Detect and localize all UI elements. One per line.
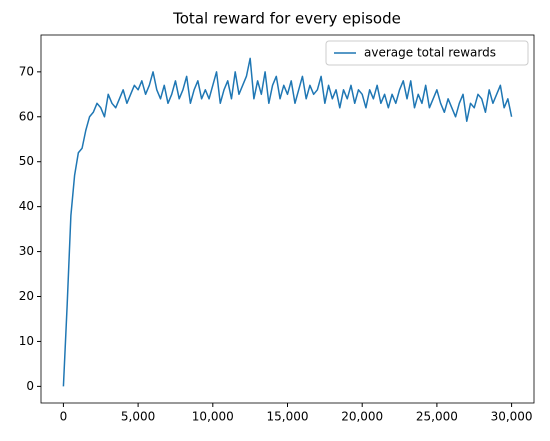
y-tick-label: 0 <box>26 379 34 393</box>
y-tick-label: 70 <box>19 64 34 78</box>
axes-frame <box>40 34 535 404</box>
y-tick-label: 30 <box>19 244 34 258</box>
legend-label: average total rewards <box>364 46 496 60</box>
chart-title: Total reward for every episode <box>172 10 401 28</box>
x-tick-label: 30,000 <box>491 410 533 424</box>
x-tick-label: 15,000 <box>267 410 309 424</box>
x-tick-label: 20,000 <box>341 410 383 424</box>
y-tick-label: 60 <box>19 109 34 123</box>
y-tick-label: 20 <box>19 289 34 303</box>
line <box>62 57 513 387</box>
y-tick-label: 10 <box>19 334 34 348</box>
y-tick-label: 40 <box>19 199 34 213</box>
x-tick-label: 5,000 <box>121 410 155 424</box>
x-tick-label: 25,000 <box>416 410 458 424</box>
legend-box <box>325 40 529 66</box>
y-tick-label: 50 <box>19 154 34 168</box>
x-tick-label: 10,000 <box>192 410 234 424</box>
x-tick-label: 0 <box>60 410 68 424</box>
